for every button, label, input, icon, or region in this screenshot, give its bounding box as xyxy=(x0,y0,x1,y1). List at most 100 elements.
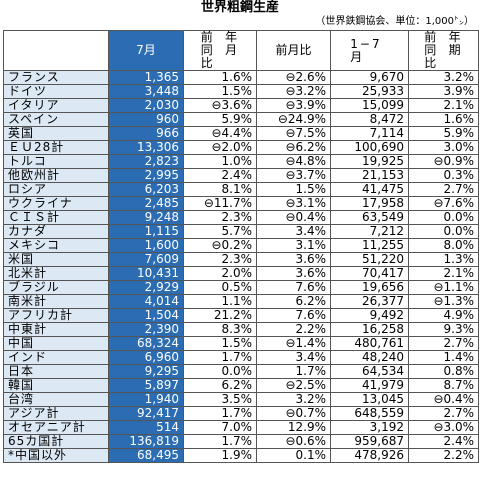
cell: ⊖0.2% xyxy=(183,238,257,253)
cell: 9.3% xyxy=(408,322,479,337)
cell: 0.0% xyxy=(408,210,479,225)
cell: 17,958 xyxy=(330,196,409,211)
cell: ⊖0.4% xyxy=(256,210,331,225)
steel-table: 7月 前年同月比 前月比 1−7月 前年同期比 フランス 1,365 1.6% ⊖2.6% 9,… xyxy=(3,30,479,463)
row-label: アフリカ計 xyxy=(3,308,109,323)
column-header-text: 前年同月比 xyxy=(200,30,240,70)
table-row: 65カ国計 136,819 1.7% ⊖0.6% 959,687 2.4% xyxy=(3,434,479,449)
cell: 1.0% xyxy=(183,154,257,169)
cell: 3.6% xyxy=(256,266,331,281)
cell: 1.7% xyxy=(256,364,331,379)
cell: ⊖4.4% xyxy=(183,126,257,141)
cell: 966 xyxy=(108,126,184,141)
cell: 1.5% xyxy=(183,84,257,99)
cell: 13,045 xyxy=(330,392,409,407)
cell: 12.9% xyxy=(256,420,331,435)
cell: 7.6% xyxy=(256,280,331,295)
cell: 2.7% xyxy=(408,336,479,351)
table-row: ウクライナ 2,485 ⊖11.7% ⊖3.1% 17,958 ⊖7.6% xyxy=(3,196,479,211)
cell: 9,248 xyxy=(108,210,184,225)
cell: ⊖3.6% xyxy=(183,98,257,113)
cell: 41,979 xyxy=(330,378,409,393)
cell: ⊖3.2% xyxy=(256,84,331,99)
cell: 3.4% xyxy=(256,350,331,365)
cell: 1,504 xyxy=(108,308,184,323)
corner-cell xyxy=(3,30,109,71)
column-header: 1−7月 xyxy=(330,30,409,71)
cell: 70,417 xyxy=(330,266,409,281)
cell: 2,823 xyxy=(108,154,184,169)
cell: 1.7% xyxy=(183,350,257,365)
row-label: ドイツ xyxy=(3,84,109,99)
cell: 19,656 xyxy=(330,280,409,295)
table-row: ロシア 6,203 8.1% 1.5% 41,475 2.7% xyxy=(3,182,479,197)
cell: 478,926 xyxy=(330,448,409,463)
cell: 6.2% xyxy=(256,294,331,309)
cell: 68,324 xyxy=(108,336,184,351)
table-row: メキシコ 1,600 ⊖0.2% 3.1% 11,255 8.0% xyxy=(3,238,479,253)
row-label: ウクライナ xyxy=(3,196,109,211)
cell: 3.9% xyxy=(408,84,479,99)
row-label: アジア計 xyxy=(3,406,109,421)
cell: 1.7% xyxy=(183,434,257,449)
cell: 2,390 xyxy=(108,322,184,337)
table-row: フランス 1,365 1.6% ⊖2.6% 9,670 3.2% xyxy=(3,70,479,85)
table-row: 台湾 1,940 3.5% 3.2% 13,045 ⊖0.4% xyxy=(3,392,479,407)
cell: 4,014 xyxy=(108,294,184,309)
cell: 2.2% xyxy=(408,448,479,463)
table-row: 北米計 10,431 2.0% 3.6% 70,417 2.1% xyxy=(3,266,479,281)
cell: ⊖11.7% xyxy=(183,196,257,211)
cell: ⊖1.3% xyxy=(408,294,479,309)
row-label: ブラジル xyxy=(3,280,109,295)
cell: ⊖2.0% xyxy=(183,140,257,155)
cell: ⊖4.8% xyxy=(256,154,331,169)
table-row: 韓国 5,897 6.2% ⊖2.5% 41,979 8.7% xyxy=(3,378,479,393)
cell: 0.0% xyxy=(183,364,257,379)
cell: 9,492 xyxy=(330,308,409,323)
cell: ⊖0.7% xyxy=(256,406,331,421)
cell: 5.9% xyxy=(183,112,257,127)
row-label: 英国 xyxy=(3,126,109,141)
cell: 100,690 xyxy=(330,140,409,155)
cell: ⊖2.5% xyxy=(256,378,331,393)
cell: 959,687 xyxy=(330,434,409,449)
table-row: 中東計 2,390 8.3% 2.2% 16,258 9.3% xyxy=(3,322,479,337)
cell: 3.6% xyxy=(256,252,331,267)
row-label: フランス xyxy=(3,70,109,85)
cell: 2.7% xyxy=(408,182,479,197)
table-row: カナダ 1,115 5.7% 3.4% 7,212 0.0% xyxy=(3,224,479,239)
cell: 7,114 xyxy=(330,126,409,141)
cell: 2.4% xyxy=(183,168,257,183)
column-header-text: 前年同期比 xyxy=(424,30,463,70)
cell: 16,258 xyxy=(330,322,409,337)
cell: 1.5% xyxy=(256,182,331,197)
table-row: 南米計 4,014 1.1% 6.2% 26,377 ⊖1.3% xyxy=(3,294,479,309)
cell: 1.7% xyxy=(183,406,257,421)
table-row: トルコ 2,823 1.0% ⊖4.8% 19,925 ⊖0.9% xyxy=(3,154,479,169)
cell: 2,485 xyxy=(108,196,184,211)
cell: 2.1% xyxy=(408,266,479,281)
cell: 9,295 xyxy=(108,364,184,379)
row-label: イタリア xyxy=(3,98,109,113)
table-row: アフリカ計 1,504 21.2% 7.6% 9,492 4.9% xyxy=(3,308,479,323)
row-label: 他欧州計 xyxy=(3,168,109,183)
table-row: 米国 7,609 2.3% 3.6% 51,220 1.3% xyxy=(3,252,479,267)
cell: ⊖6.2% xyxy=(256,140,331,155)
cell: 2.7% xyxy=(408,406,479,421)
cell: 1,365 xyxy=(108,70,184,85)
cell: ⊖1.4% xyxy=(256,336,331,351)
table-row: ＣＩＳ計 9,248 2.3% ⊖0.4% 63,549 0.0% xyxy=(3,210,479,225)
row-label: 日本 xyxy=(3,364,109,379)
cell: 5.7% xyxy=(183,224,257,239)
cell: 7.0% xyxy=(183,420,257,435)
row-label: トルコ xyxy=(3,154,109,169)
table-row: 中国 68,324 1.5% ⊖1.4% 480,761 2.7% xyxy=(3,336,479,351)
cell: 68,495 xyxy=(108,448,184,463)
cell: 0.0% xyxy=(408,224,479,239)
cell: 7.6% xyxy=(256,308,331,323)
row-label: ＥＵ28計 xyxy=(3,140,109,155)
column-header: 前年同月比 xyxy=(183,30,257,71)
cell: 1.3% xyxy=(408,252,479,267)
cell: 3.0% xyxy=(408,140,479,155)
